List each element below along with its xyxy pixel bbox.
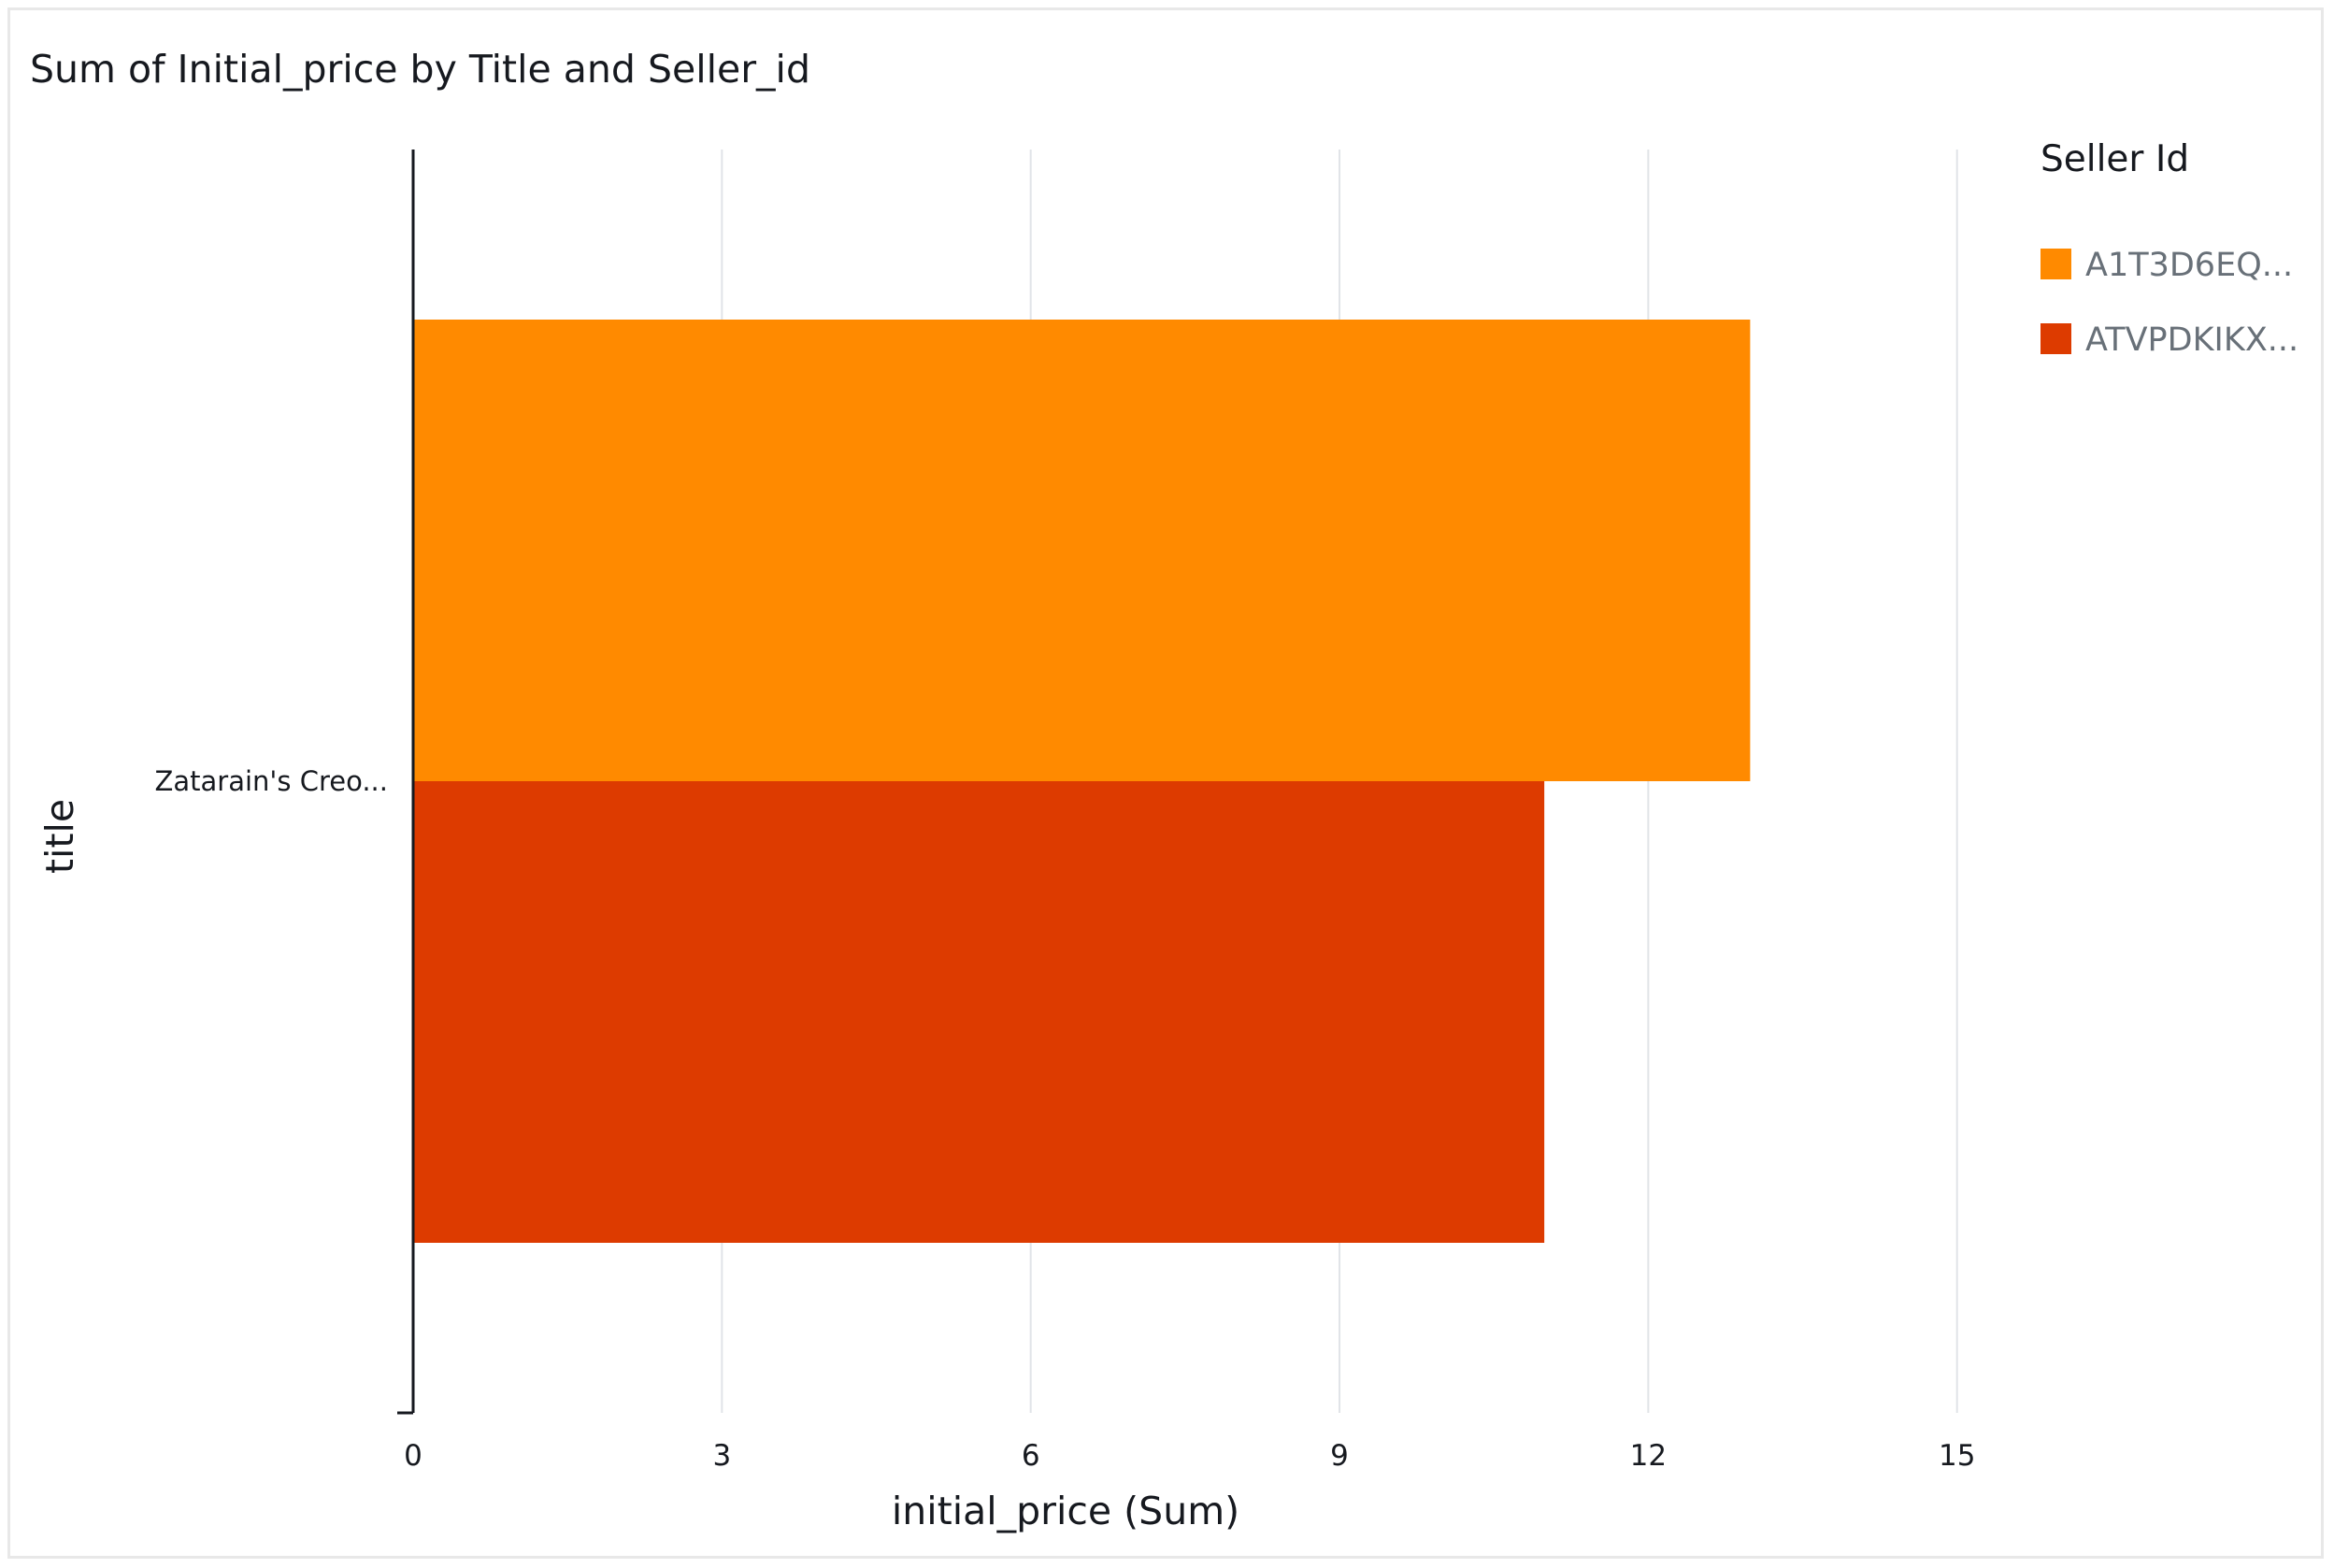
x-tick-label: 9: [1330, 1439, 1349, 1473]
x-tick-label: 15: [1939, 1439, 1975, 1473]
x-tick-labels: 0 3 6 9 12 15: [404, 1439, 1975, 1473]
x-tick-label: 12: [1630, 1439, 1667, 1473]
y-category-label: Zatarain's Creo...: [155, 765, 388, 797]
legend-label[interactable]: A1T3D6EQ...: [2085, 247, 2293, 284]
bar[interactable]: [413, 781, 1545, 1243]
y-category-labels: Zatarain's Creo...: [155, 765, 388, 797]
x-tick-label: 3: [712, 1439, 731, 1473]
legend-swatch[interactable]: [2040, 249, 2071, 279]
y-axis-title: title: [37, 799, 82, 874]
x-axis-title: initial_price (Sum): [892, 1489, 1239, 1533]
axes: [397, 150, 415, 1415]
legend-title: Seller Id: [2040, 138, 2189, 180]
legend-items: A1T3D6EQ... ATVPDKIKX...: [2040, 247, 2298, 359]
bars: [413, 320, 1751, 1243]
chart-title: Sum of Initial_price by Title and Seller…: [30, 47, 810, 92]
x-tick-label: 6: [1022, 1439, 1040, 1473]
legend: Seller Id A1T3D6EQ... ATVPDKIKX...: [2040, 138, 2298, 359]
x-tick-label: 0: [404, 1439, 422, 1473]
legend-swatch[interactable]: [2040, 323, 2071, 354]
bar[interactable]: [413, 320, 1751, 781]
legend-label[interactable]: ATVPDKIKX...: [2085, 321, 2298, 359]
